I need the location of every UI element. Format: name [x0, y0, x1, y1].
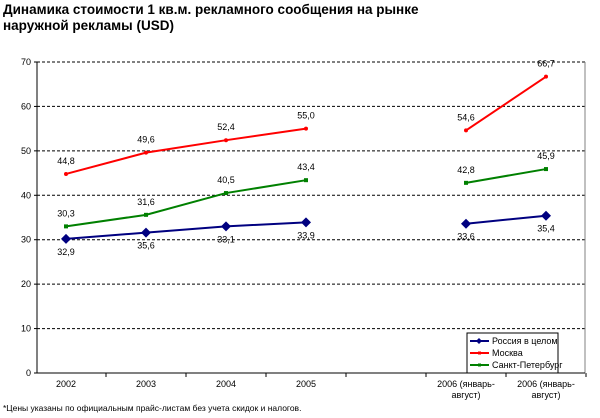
data-point [64, 171, 68, 176]
data-point [461, 218, 471, 229]
y-tick-label: 20 [21, 279, 31, 289]
data-point [304, 126, 308, 131]
x-tick-label: 2006 (январь- [517, 379, 575, 389]
data-label: 45,9 [537, 151, 555, 161]
data-label: 30,3 [57, 208, 75, 218]
x-tick-label: 2002 [56, 379, 76, 389]
y-tick-label: 0 [26, 368, 31, 378]
data-label: 49,6 [137, 135, 155, 145]
data-label: 43,4 [297, 162, 315, 172]
series-line-2 [65, 179, 307, 228]
legend-label: Россия в целом [492, 336, 558, 346]
data-point [144, 150, 148, 155]
legend-marker [478, 363, 481, 367]
data-point [541, 210, 551, 221]
series-line-1 [65, 127, 307, 175]
footnote: *Цены указаны по официальным прайс-листа… [3, 403, 302, 413]
data-point [304, 178, 308, 183]
data-point [224, 191, 228, 196]
data-label: 40,5 [217, 175, 235, 185]
data-label: 33,9 [297, 230, 315, 240]
data-label: 52,4 [217, 122, 235, 132]
data-label: 55,0 [297, 111, 315, 121]
data-label: 32,9 [57, 247, 75, 257]
y-tick-label: 10 [21, 324, 31, 334]
x-tick-label: 2006 (январь- [437, 379, 495, 389]
y-tick-label: 30 [21, 235, 31, 245]
data-point [464, 180, 468, 185]
data-point [144, 212, 148, 217]
data-label: 44,8 [57, 156, 75, 166]
y-tick-label: 40 [21, 190, 31, 200]
chart-title: Динамика стоимости 1 кв.м. рекламного со… [3, 2, 419, 33]
legend-label: Санкт-Петербург [492, 360, 563, 370]
y-tick-label: 70 [21, 57, 31, 67]
y-tick-label: 50 [21, 146, 31, 156]
data-label: 54,6 [457, 112, 475, 122]
data-label: 35,6 [137, 241, 155, 251]
data-point [61, 233, 71, 244]
series-line-1 [465, 75, 547, 132]
x-tick-label: 2004 [216, 379, 236, 389]
data-point [221, 221, 231, 232]
legend-marker [476, 338, 482, 344]
data-label: 33,1 [217, 234, 235, 244]
data-point [64, 224, 68, 229]
data-label: 31,6 [137, 197, 155, 207]
series-line-2 [465, 168, 547, 184]
x-tick-label: 2003 [136, 379, 156, 389]
data-point [141, 227, 151, 238]
data-label: 66,7 [537, 59, 555, 69]
series-line-0 [65, 221, 307, 240]
data-point [301, 217, 311, 228]
legend-marker [478, 351, 481, 355]
data-label: 42,8 [457, 165, 475, 175]
data-point [464, 128, 468, 133]
data-label: 35,4 [537, 224, 555, 234]
x-tick-label: август) [531, 390, 560, 400]
x-tick-label: август) [451, 390, 480, 400]
data-label: 33,6 [457, 232, 475, 242]
x-tick-label: 2005 [296, 379, 316, 389]
data-point [224, 138, 228, 143]
legend-label: Москва [492, 348, 523, 358]
y-tick-label: 60 [21, 101, 31, 111]
series-line-0 [465, 214, 547, 225]
data-point [544, 167, 548, 172]
data-point [544, 74, 548, 79]
